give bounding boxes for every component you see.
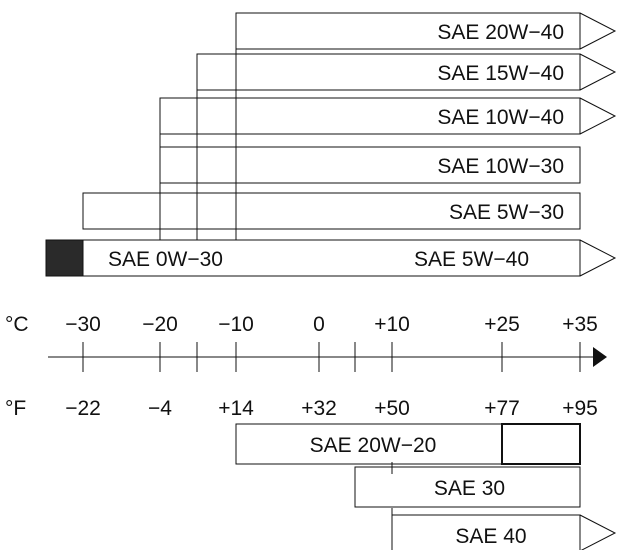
- fahrenheit-tick-label: +77: [484, 397, 520, 420]
- high-temp-box: [501, 423, 581, 465]
- oil-grade-bar: [159, 97, 581, 135]
- oil-grade-bar: [159, 146, 581, 184]
- oil-grade-bar: [196, 53, 581, 91]
- oil-grade-label: SAE 5W−40: [414, 248, 529, 271]
- oil-grade-label: SAE 30: [434, 477, 505, 500]
- oil-grade-bar: [82, 192, 581, 230]
- open-end-arrow: [579, 12, 617, 50]
- celsius-tick-label: −20: [142, 313, 178, 336]
- celsius-tick-label: +25: [484, 313, 520, 336]
- celsius-tick-label: −30: [65, 313, 101, 336]
- oil-grade-bar: [82, 239, 581, 277]
- oil-grade-label: SAE 10W−40: [437, 106, 564, 129]
- oil-grade-bar: [354, 466, 581, 508]
- oil-grade-label: SAE 20W−20: [310, 434, 437, 457]
- open-end-arrow: [579, 53, 617, 91]
- fahrenheit-tick-label: +50: [374, 397, 410, 420]
- oil-grade-label: SAE 0W−30: [108, 248, 223, 271]
- fahrenheit-tick-label: +95: [562, 397, 598, 420]
- celsius-tick-label: −10: [218, 313, 254, 336]
- open-end-arrow: [579, 239, 617, 277]
- fahrenheit-tick-label: −22: [65, 397, 101, 420]
- fahrenheit-tick-label: −4: [148, 397, 172, 420]
- celsius-unit-label: °C: [5, 313, 29, 336]
- oil-grade-label: SAE 10W−30: [437, 155, 564, 178]
- celsius-tick-label: 0: [313, 313, 325, 336]
- low-temp-filled-segment: [45, 239, 84, 277]
- open-end-arrow: [579, 97, 617, 135]
- fahrenheit-unit-label: °F: [5, 397, 26, 420]
- oil-grade-bar: [235, 12, 581, 50]
- oil-grade-bar: [391, 514, 581, 550]
- oil-grade-label: SAE 20W−40: [437, 21, 564, 44]
- open-end-arrow: [579, 514, 617, 550]
- axis-arrowhead: [593, 347, 607, 367]
- celsius-tick-label: +10: [374, 313, 410, 336]
- fahrenheit-tick-label: +14: [218, 397, 254, 420]
- oil-grade-label: SAE 15W−40: [437, 62, 564, 85]
- fahrenheit-tick-label: +32: [301, 397, 337, 420]
- oil-grade-label: SAE 40: [455, 525, 526, 548]
- celsius-tick-label: +35: [562, 313, 598, 336]
- oil-grade-label: SAE 5W−30: [449, 201, 564, 224]
